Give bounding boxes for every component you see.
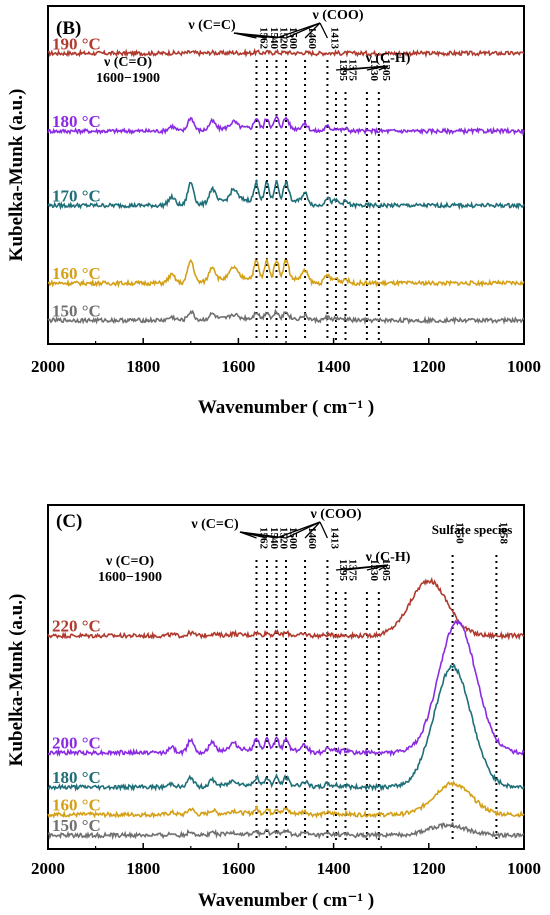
annotation-cc: ν (C=C) — [187, 18, 236, 33]
band-label: 1500 — [287, 27, 299, 50]
band-label: 1150 — [454, 522, 466, 544]
band-label: 1562 — [257, 27, 269, 50]
band-label: 1395 — [337, 59, 349, 82]
annotation-bracket — [319, 22, 328, 39]
x-tick-label: 1200 — [412, 859, 446, 878]
series-label: 180 °C — [52, 112, 101, 131]
series-line — [47, 779, 525, 820]
band-label: 1413 — [328, 27, 340, 50]
band-label: 1375 — [347, 559, 359, 582]
annotation-co: ν (C=O) — [103, 55, 152, 70]
x-tick-label: 1000 — [507, 859, 541, 878]
band-label: 1395 — [337, 559, 349, 582]
series-group — [47, 576, 525, 841]
x-tick-label: 1600 — [221, 357, 255, 376]
annotation-bracket — [378, 564, 389, 571]
annotation-co: ν (C=O) — [105, 554, 154, 569]
x-axis-label: Wavenumber ( cm⁻¹ ) — [198, 397, 374, 418]
series-line — [47, 178, 525, 211]
annotation-cc: ν (C=C) — [190, 517, 239, 532]
annotation-bracket — [285, 521, 321, 539]
annotation-coo: ν (COO) — [310, 507, 362, 522]
x-tick-label: 1800 — [126, 859, 160, 878]
annotation-bracket — [319, 521, 329, 539]
x-tick-label: 1600 — [221, 859, 255, 878]
band-label: 1413 — [328, 527, 340, 550]
series-line — [47, 257, 525, 289]
annotations: ν (C=C) ν (COO) ν (C=O)1600−1900 ν (C-H) — [96, 8, 411, 86]
y-axis-label: Kubelka-Munk (a.u.) — [6, 89, 27, 262]
series-label: 170 °C — [52, 186, 101, 205]
series-label: 160 °C — [52, 264, 101, 283]
x-tick-label: 1200 — [412, 357, 446, 376]
x-tick-label: 1400 — [317, 859, 351, 878]
series-line — [47, 576, 525, 641]
x-axis-ticks: 2000 1800 1600 1400 1200 1000 — [31, 843, 541, 878]
annotation-bracket — [285, 22, 321, 39]
annotation-coo: ν (COO) — [312, 8, 364, 23]
x-tick-label: 2000 — [31, 357, 65, 376]
annotation-ch: ν (C-H) — [365, 51, 411, 66]
x-tick-label: 2000 — [31, 859, 65, 878]
band-label: 1562 — [257, 527, 269, 550]
annotations: ν (C=C) ν (COO) ν (C=O)1600−1900 ν (C-H) Sul… — [98, 507, 512, 585]
x-tick-label: 1400 — [317, 357, 351, 376]
series-label: 200 °C — [52, 734, 101, 753]
series-label: 150 °C — [52, 301, 101, 320]
series-line — [47, 663, 525, 792]
band-label: 1305 — [380, 559, 392, 582]
series-line — [47, 114, 525, 137]
series-line — [47, 308, 525, 326]
band-label: 1375 — [347, 59, 359, 82]
band-label: 1540 — [268, 527, 280, 550]
band-guides — [255, 555, 498, 842]
annotation-co-range: 1600−1900 — [98, 570, 162, 585]
series-line — [47, 47, 525, 58]
band-label: 1330 — [368, 59, 380, 82]
x-tick-label: 1000 — [507, 357, 541, 376]
panel-b: (B) 190 °C 180 °C 170 °C 160 °C 150 °C 1562 1… — [6, 5, 541, 418]
series-label: 180 °C — [52, 768, 101, 787]
x-axis-label: Wavenumber ( cm⁻¹ ) — [198, 890, 374, 911]
series-label: 150 °C — [52, 816, 101, 835]
panel-label: (B) — [56, 18, 81, 39]
x-axis-ticks: 2000 1800 1600 1400 1200 1000 — [31, 338, 541, 376]
series-line — [47, 821, 525, 841]
band-label: 1305 — [380, 59, 392, 82]
band-guides — [255, 60, 380, 340]
series-label: 220 °C — [52, 617, 101, 636]
band-label: 1460 — [306, 527, 318, 550]
band-label: 1460 — [306, 27, 318, 50]
annotation-bracket — [304, 521, 321, 539]
annotation-bracket — [366, 564, 389, 571]
annotation-bracket — [378, 65, 389, 71]
band-label: 1058 — [497, 522, 509, 545]
annotation-bracket — [345, 65, 389, 71]
y-axis-label: Kubelka-Munk (a.u.) — [6, 594, 27, 767]
annotation-bracket — [276, 521, 321, 539]
series-label: 190 °C — [52, 34, 101, 53]
x-tick-label: 1800 — [126, 357, 160, 376]
annotation-bracket — [304, 22, 321, 39]
panel-label: (C) — [56, 511, 82, 532]
series-label: 160 °C — [52, 796, 101, 815]
annotation-ch: ν (C-H) — [365, 550, 411, 565]
series-group — [47, 47, 525, 326]
band-label: 1330 — [368, 559, 380, 582]
annotation-co-range: 1600−1900 — [96, 71, 160, 86]
annotation-bracket — [366, 65, 389, 71]
annotation-sulfate: Sulfate species — [432, 522, 513, 537]
series-labels: 190 °C 180 °C 170 °C 160 °C 150 °C — [52, 34, 101, 320]
annotation-bracket — [345, 564, 389, 571]
series-line — [47, 619, 525, 758]
